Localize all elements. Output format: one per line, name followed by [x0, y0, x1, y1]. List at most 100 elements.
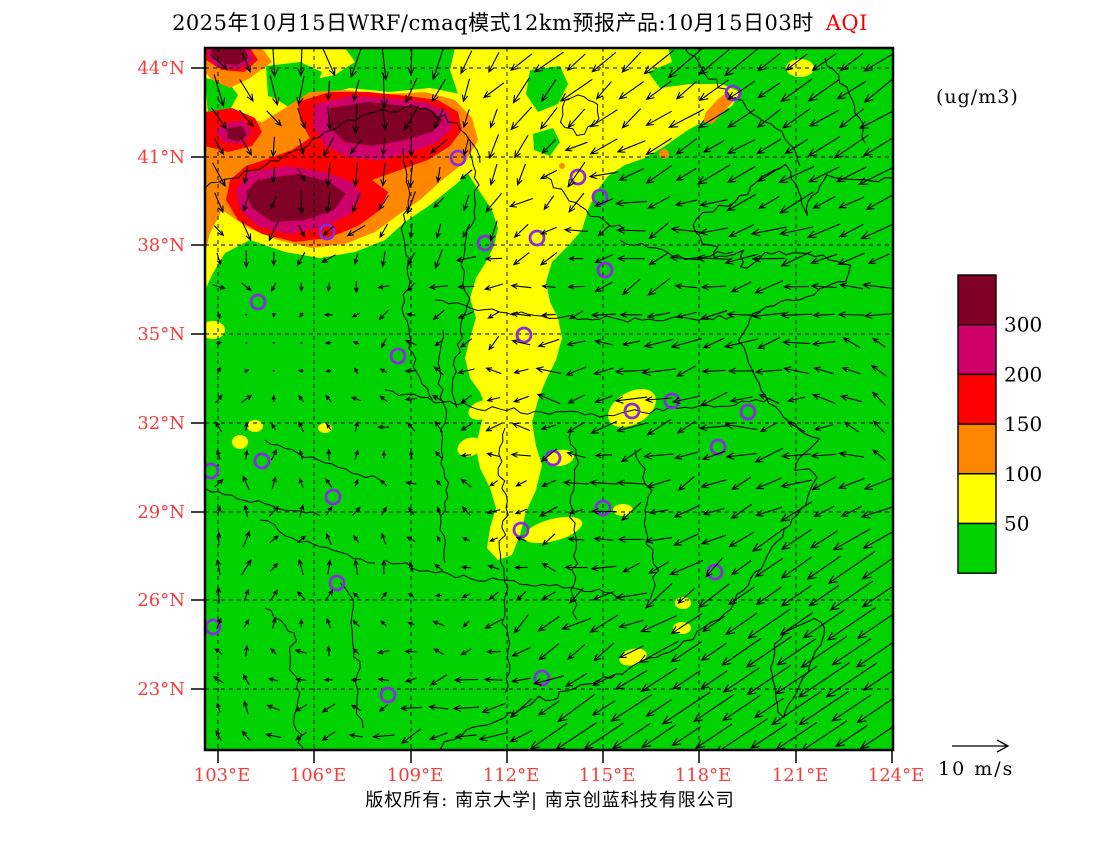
lat-tick-label: 23°N — [137, 679, 185, 700]
city-marker — [533, 669, 551, 687]
page-title: 2025年10月15日WRF/cmaq模式12km预报产品:10月15日03时 A… — [0, 7, 1040, 37]
wind-arrow — [269, 75, 280, 107]
wind-arrow — [566, 340, 586, 347]
wind-arrow — [588, 171, 619, 180]
province-boundary — [339, 582, 364, 729]
wind-arrow — [779, 612, 814, 636]
wind-arrow — [322, 225, 335, 236]
aqi-region-yellow-spot — [232, 435, 248, 449]
wind-arrow — [727, 166, 756, 183]
wind-arrow — [483, 676, 503, 683]
wind-arrow — [700, 283, 727, 291]
legend-colorbar-cell — [957, 473, 997, 525]
wind-arrow — [513, 223, 529, 238]
wind-arrow — [559, 78, 593, 102]
wind-arrow — [621, 108, 642, 129]
wind-arrow — [646, 312, 671, 319]
wind-arrow — [592, 590, 615, 601]
wind-arrow — [701, 368, 726, 375]
wind-arrow — [698, 424, 729, 432]
city-marker — [706, 563, 724, 581]
wind-arrow — [621, 340, 641, 347]
wind-arrow — [780, 479, 812, 489]
wind-arrow — [462, 137, 470, 157]
wind-arrow — [404, 396, 417, 402]
wind-arrow — [510, 451, 531, 458]
wind-arrow — [380, 251, 387, 268]
wind-arrow — [840, 505, 862, 517]
wind-arrow — [381, 338, 387, 349]
wind-arrow — [269, 505, 280, 517]
wind-arrow — [616, 479, 646, 487]
wind-arrow — [838, 450, 864, 458]
map-border — [203, 46, 895, 752]
wind-arrow — [539, 169, 558, 180]
wind-arrow — [213, 74, 226, 108]
wind-arrow — [798, 690, 850, 726]
wind-arrow — [353, 253, 359, 265]
wind-arrow — [482, 82, 505, 99]
wind-arrow — [404, 339, 418, 346]
wind-arrow — [407, 161, 415, 189]
wind-arrow — [269, 562, 279, 572]
wind-arrow — [694, 723, 733, 749]
city-marker — [528, 229, 546, 247]
wind-scale-label: 10 m/s — [938, 758, 1015, 780]
wind-arrow — [428, 704, 449, 711]
map-plot-area — [205, 48, 893, 750]
wind-arrow — [638, 640, 679, 663]
wind-arrow — [837, 477, 865, 489]
wind-arrow — [590, 564, 617, 572]
calm-point — [245, 341, 248, 344]
wind-arrow — [562, 479, 590, 487]
wind-arrow — [567, 284, 585, 290]
province-boundary — [437, 329, 450, 564]
calm-point — [245, 313, 248, 316]
wind-arrow — [783, 366, 810, 375]
wind-arrow — [214, 478, 224, 488]
wind-arrow — [641, 368, 676, 376]
wind-arrow — [778, 191, 814, 214]
wind-arrow — [593, 198, 614, 207]
wind-arrow — [661, 691, 711, 725]
wind-arrow — [673, 505, 699, 518]
wind-arrow — [543, 195, 555, 211]
wind-arrow — [840, 394, 863, 403]
wind-arrow — [483, 283, 503, 291]
wind-arrow — [566, 53, 586, 72]
wind-arrow — [378, 704, 389, 713]
wind-arrow — [863, 477, 893, 490]
city-markers — [205, 84, 757, 704]
wind-arrow — [780, 452, 812, 460]
wind-arrow — [721, 638, 762, 666]
wind-arrow — [802, 609, 846, 639]
wind-arrow — [348, 733, 363, 739]
wind-arrow — [813, 366, 835, 375]
wind-arrow — [620, 448, 642, 463]
wind-arrow — [567, 108, 586, 129]
wind-arrow — [832, 528, 871, 551]
wind-arrow — [780, 78, 813, 103]
wind-arrow — [618, 645, 644, 659]
wind-arrow — [564, 564, 588, 571]
wind-arrow — [381, 559, 387, 575]
wind-arrow — [807, 136, 841, 157]
wind-arrow — [721, 694, 761, 722]
wind-arrow — [813, 424, 834, 432]
wind-arrow — [699, 199, 728, 208]
wind-arrow — [785, 53, 808, 72]
province-boundary — [205, 487, 321, 517]
wind-arrow — [352, 506, 361, 516]
wind-arrow — [641, 724, 677, 748]
wind-arrow — [594, 281, 613, 293]
wind-arrow — [699, 391, 728, 407]
wind-arrow — [299, 282, 304, 292]
wind-arrow — [270, 136, 277, 158]
wind-arrow — [644, 536, 673, 544]
wind-arrow — [541, 78, 557, 103]
wind-arrow — [593, 642, 615, 662]
wind-arrow — [298, 191, 305, 215]
wind-arrow — [540, 226, 557, 235]
wind-arrow — [754, 280, 784, 294]
wind-arrow — [380, 137, 387, 157]
